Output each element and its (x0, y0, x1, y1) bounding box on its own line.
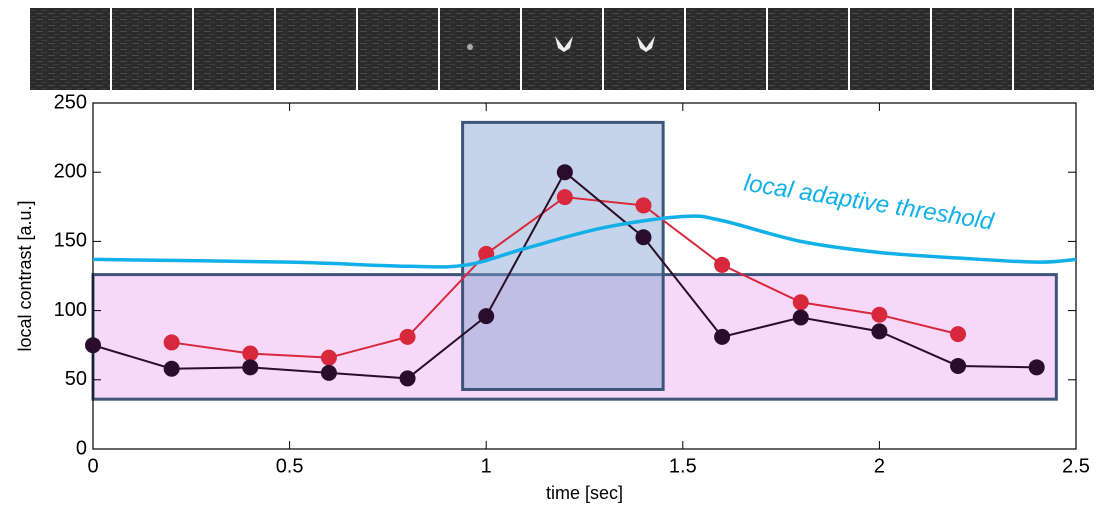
y-tick-label: 0 (76, 437, 87, 459)
threshold-label: local adaptive threshold (742, 170, 996, 236)
point (635, 229, 651, 245)
point (557, 189, 573, 205)
point (242, 346, 258, 362)
thumbnail (850, 8, 930, 90)
x-tick-label: 2 (874, 455, 885, 477)
point (478, 308, 494, 324)
point (400, 329, 416, 345)
thumbnail (440, 8, 520, 90)
thumbnail (194, 8, 274, 90)
point (557, 164, 573, 180)
point (793, 310, 809, 326)
y-axis-title: local contrast [a.u.] (15, 200, 35, 351)
y-tick-label: 50 (65, 368, 87, 390)
x-tick-label: 1.5 (669, 455, 697, 477)
point (950, 326, 966, 342)
point (164, 361, 180, 377)
y-tick-label: 200 (54, 160, 87, 182)
image-strip (30, 8, 1094, 90)
y-tick-label: 100 (54, 299, 87, 321)
thumbnail (1014, 8, 1094, 90)
point (793, 294, 809, 310)
thumbnail (932, 8, 1012, 90)
thumbnail (30, 8, 110, 90)
x-tick-label: 1 (481, 455, 492, 477)
point (871, 323, 887, 339)
y-tick-label: 150 (54, 230, 87, 252)
point (714, 257, 730, 273)
x-tick-label: 2.5 (1062, 455, 1090, 477)
point (1029, 359, 1045, 375)
point (950, 358, 966, 374)
point (321, 365, 337, 381)
x-axis-title: time [sec] (546, 483, 623, 503)
thumbnail (768, 8, 848, 90)
thumbnail (358, 8, 438, 90)
x-tick-label: 0.5 (276, 455, 304, 477)
point (85, 337, 101, 353)
x-tick-label: 0 (87, 455, 98, 477)
spot (467, 44, 473, 50)
point (164, 334, 180, 350)
point (635, 197, 651, 213)
thumbnail (686, 8, 766, 90)
figure: 0 0.5 1 1.5 2 2.5 0 50 100 150 200 250 time [sec] loc… (0, 0, 1096, 507)
y-tick-label: 250 (54, 91, 87, 113)
point (400, 370, 416, 386)
point (871, 307, 887, 323)
plot: 0 0.5 1 1.5 2 2.5 0 50 100 150 200 250 time [sec] loc… (15, 91, 1090, 502)
point (321, 350, 337, 366)
point (242, 359, 258, 375)
thumbnail (276, 8, 356, 90)
point (714, 329, 730, 345)
thumbnail (112, 8, 192, 90)
